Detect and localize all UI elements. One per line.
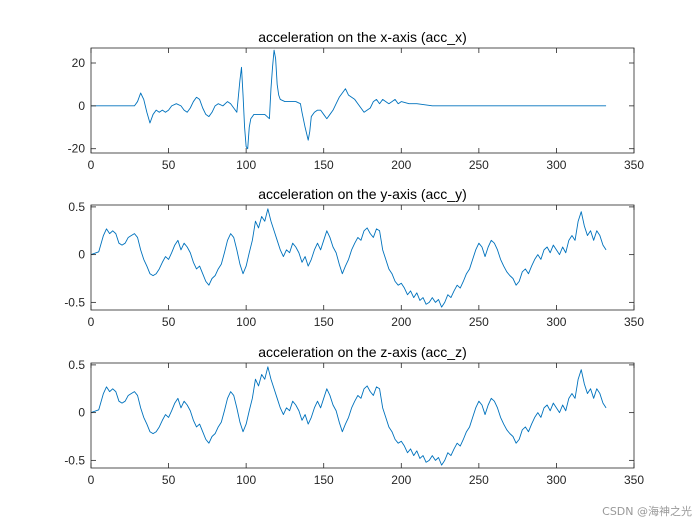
axes-box [90, 47, 635, 154]
axes-box [90, 362, 635, 469]
x-tick-label: 100 [236, 158, 256, 172]
series-line [91, 208, 607, 308]
x-tick-label: 300 [546, 158, 566, 172]
x-tick-label: 350 [624, 315, 644, 329]
x-tick-label: 250 [469, 158, 489, 172]
x-tick-label: 200 [391, 158, 411, 172]
y-tick-label: 0 [78, 99, 85, 113]
y-tick-label: -0.5 [64, 453, 85, 467]
x-tick-label: 100 [236, 315, 256, 329]
x-tick-label: 50 [162, 158, 176, 172]
chart-title: acceleration on the y-axis (acc_y) [258, 186, 467, 202]
chart-panel-1: acceleration on the x-axis (acc_x) 0 50 100… [68, 29, 645, 172]
x-tick-label: 0 [88, 315, 95, 329]
x-tick-label: 150 [314, 158, 334, 172]
x-tick-label: 50 [162, 315, 176, 329]
x-tick-label: 100 [236, 473, 256, 487]
chart-title: acceleration on the z-axis (acc_z) [258, 344, 467, 360]
chart-panel-2: acceleration on the y-axis (acc_y) 0 50 100… [64, 186, 644, 329]
x-tick-label: 300 [546, 473, 566, 487]
y-tick-label: -0.5 [64, 295, 85, 309]
x-tick-label: 0 [88, 473, 95, 487]
x-tick-label: 250 [469, 315, 489, 329]
y-tick-label: 20 [72, 56, 86, 70]
x-tick-label: 350 [624, 473, 644, 487]
x-tick-label: 300 [546, 315, 566, 329]
y-tick-label: 0.5 [68, 358, 85, 372]
x-tick-label: 200 [391, 473, 411, 487]
y-tick-label: 0 [78, 406, 85, 420]
x-tick-label: 250 [469, 473, 489, 487]
x-tick-label: 200 [391, 315, 411, 329]
x-tick-label: 50 [162, 473, 176, 487]
chart-title: acceleration on the x-axis (acc_x) [258, 29, 467, 45]
series-line [91, 366, 607, 466]
y-tick-label: -20 [68, 142, 86, 156]
axes-box [90, 204, 635, 311]
chart-panel-3: acceleration on the z-axis (acc_z) 0 50 100… [64, 344, 644, 487]
y-tick-label: 0 [78, 248, 85, 262]
x-tick-label: 350 [624, 158, 644, 172]
x-tick-label: 0 [88, 158, 95, 172]
series-line [91, 49, 607, 150]
y-tick-label: 0.5 [68, 200, 85, 214]
x-tick-label: 150 [314, 473, 334, 487]
watermark: CSDN @海神之光 [602, 505, 692, 518]
x-tick-label: 150 [314, 315, 334, 329]
